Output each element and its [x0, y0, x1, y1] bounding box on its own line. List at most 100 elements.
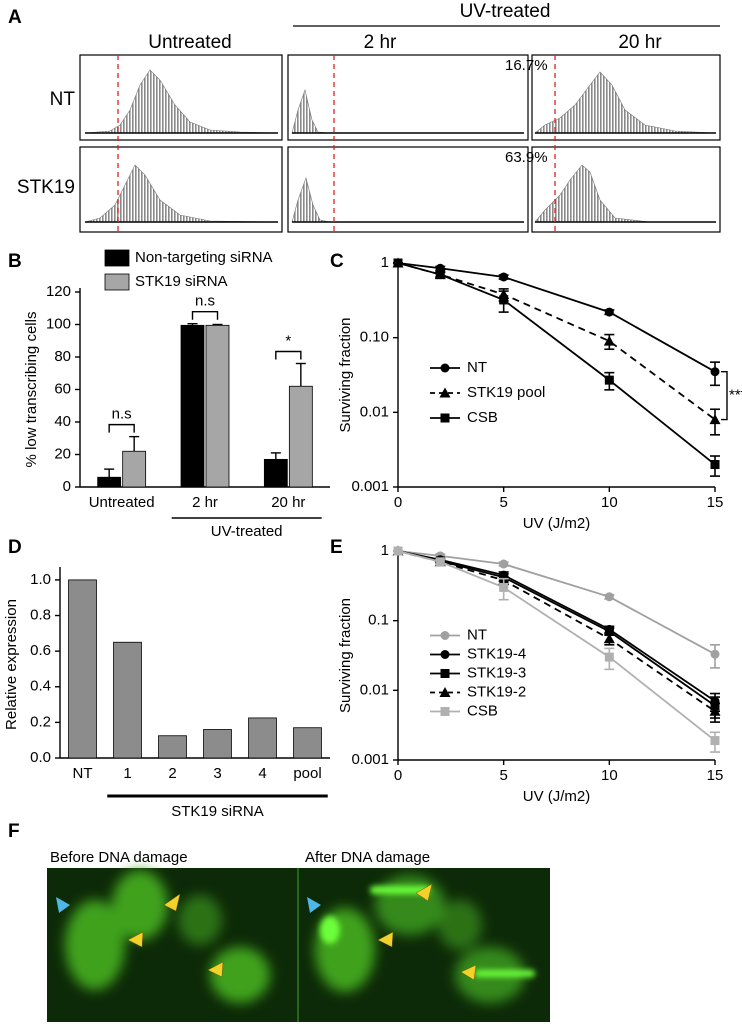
legend-marker	[440, 650, 450, 659]
legend-marker	[440, 669, 450, 678]
legend-marker	[440, 707, 450, 716]
x-tick-label: 2 hr	[192, 494, 218, 511]
point	[603, 335, 615, 346]
x-tick-label: Untreated	[89, 494, 155, 511]
y-tick-label: 20	[54, 445, 71, 462]
percent-label: 63.9%	[505, 149, 548, 166]
point	[499, 295, 509, 305]
image-caption: Before DNA damage	[50, 849, 188, 866]
y-tick-label: 0.001	[351, 478, 389, 495]
group-label: UV-treated	[211, 523, 283, 540]
row-label: NT	[50, 89, 76, 110]
annotation: ***	[729, 387, 742, 404]
legend-label: CSB	[467, 409, 498, 426]
x-tick-label: pool	[293, 765, 321, 782]
annotation: n.s	[195, 293, 215, 310]
x-tick-label: 0	[394, 494, 402, 511]
x-tick-label: NT	[73, 765, 93, 782]
microscopy-image	[47, 868, 550, 1022]
y-tick-label: 1	[381, 542, 389, 559]
y-axis-label: Surviving fraction	[337, 598, 354, 713]
column-header: 20 hr	[618, 32, 662, 53]
y-tick-label: 40	[54, 413, 71, 430]
y-tick-label: 1	[381, 254, 389, 271]
group-title: UV-treated	[460, 1, 551, 22]
y-tick-label: 0.001	[351, 751, 389, 768]
legend-label: STK19 pool	[467, 384, 545, 401]
point	[499, 559, 509, 569]
panel-letter: A	[8, 7, 22, 28]
legend-label: STK19-3	[467, 664, 526, 681]
legend-label: Non-targeting siRNA	[135, 249, 273, 266]
annotation: n.s	[112, 406, 132, 423]
annotation: *	[285, 332, 291, 349]
legend-label: STK19-4	[467, 645, 526, 662]
legend-marker	[440, 363, 450, 373]
x-axis-label: UV (J/m2)	[523, 788, 591, 805]
bar	[248, 717, 277, 759]
y-tick-label: 0.01	[360, 681, 389, 698]
point	[393, 546, 403, 556]
point	[435, 270, 445, 280]
column-header: Untreated	[148, 32, 231, 53]
point	[710, 649, 720, 659]
x-tick-label: 1	[123, 765, 131, 782]
legend-swatch	[104, 249, 130, 267]
bracket	[108, 423, 135, 433]
legend-label: STK19 siRNA	[135, 273, 228, 290]
x-tick-label: 2	[168, 765, 176, 782]
point	[604, 307, 614, 317]
bar	[263, 458, 288, 488]
panel-letter: B	[8, 251, 22, 272]
y-axis-label: Surviving fraction	[337, 317, 354, 432]
x-tick-label: 4	[258, 765, 266, 782]
legend-label: NT	[467, 626, 487, 643]
legend-swatch	[104, 273, 130, 291]
y-tick-label: 0.01	[360, 403, 389, 420]
point	[709, 705, 721, 716]
histogram-grid	[79, 54, 721, 233]
x-tick-label: 5	[499, 494, 507, 511]
point	[499, 272, 509, 282]
bar	[180, 324, 205, 488]
y-tick-label: 100	[46, 315, 71, 332]
y-tick-label: 0.0	[30, 749, 51, 766]
x-tick-label: 15	[707, 767, 724, 784]
point	[604, 592, 614, 602]
x-tick-label: 3	[213, 765, 221, 782]
y-tick-label: 0.10	[360, 329, 389, 346]
bar	[203, 729, 232, 759]
x-axis-label: UV (J/m2)	[523, 515, 591, 532]
bar	[158, 735, 187, 759]
y-tick-label: 1.0	[30, 571, 51, 588]
legend-marker	[439, 387, 451, 398]
legend-marker	[439, 687, 451, 697]
legend-marker	[440, 413, 450, 423]
y-tick-label: 60	[54, 380, 71, 397]
legend-label: NT	[467, 359, 487, 376]
bar	[97, 476, 122, 488]
point	[604, 652, 614, 662]
group-label: STK19 siRNA	[171, 803, 264, 820]
x-tick-label: 0	[394, 767, 402, 784]
bar	[205, 324, 230, 488]
bracket	[275, 350, 302, 360]
bracket	[191, 310, 219, 320]
point	[604, 375, 614, 385]
point	[710, 736, 720, 746]
bar	[122, 450, 147, 488]
point	[710, 367, 720, 377]
y-tick-label: 80	[54, 348, 71, 365]
point	[603, 633, 615, 644]
y-axis-label: % low transcribing cells	[23, 312, 40, 468]
legend-marker	[440, 631, 450, 640]
y-tick-label: 0.1	[368, 612, 389, 629]
x-tick-label: 10	[601, 494, 618, 511]
y-tick-label: 0	[63, 478, 71, 495]
row-label: STK19	[17, 177, 75, 198]
point	[709, 414, 721, 425]
image-caption: After DNA damage	[305, 849, 430, 866]
panel-letter: F	[8, 821, 20, 842]
y-tick-label: 0.6	[30, 642, 51, 659]
